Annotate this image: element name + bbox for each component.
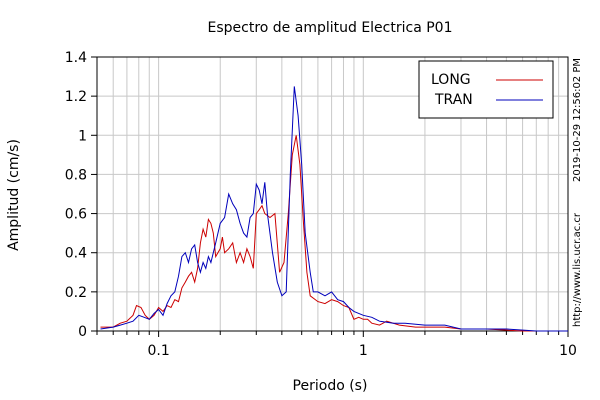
y-tick-label: 0.6: [65, 207, 87, 223]
y-tick-label: 0.4: [65, 246, 87, 262]
legend-label-tran: TRAN: [434, 92, 473, 108]
y-tick-label: 1.4: [65, 50, 87, 66]
series-group: [100, 86, 568, 332]
chart-title: Espectro de amplitud Electrica P01: [208, 20, 453, 36]
y-tick-label: 0.2: [65, 285, 87, 301]
series-line-long: [100, 135, 568, 332]
ticks: 0 0.2 0.4 0.6 0.8 1 1.2 1.4 0.1 1 10: [65, 50, 577, 359]
y-axis-label: Amplitud (cm/s): [6, 139, 22, 251]
legend-label-long: LONG: [431, 72, 471, 88]
x-tick-label: 0.1: [147, 343, 169, 359]
x-axis-label: Periodo (s): [293, 378, 368, 394]
y-tick-label: 1: [78, 128, 87, 144]
timestamp-annotation: 2019-10-29 12:56:02 PM: [572, 58, 583, 182]
y-tick-label: 1.2: [65, 89, 87, 105]
series-line-tran: [100, 86, 568, 332]
y-tick-label: 0: [78, 324, 87, 340]
x-tick-label: 1: [359, 343, 368, 359]
legend-box: [418, 60, 554, 119]
source-url-annotation: http://www.lis.ucr.ac.cr: [572, 212, 583, 327]
plot-frame: [96, 56, 569, 332]
y-tick-label: 0.8: [65, 167, 87, 183]
x-tick-label: 10: [559, 343, 577, 359]
legend: LONG TRAN: [418, 60, 554, 119]
